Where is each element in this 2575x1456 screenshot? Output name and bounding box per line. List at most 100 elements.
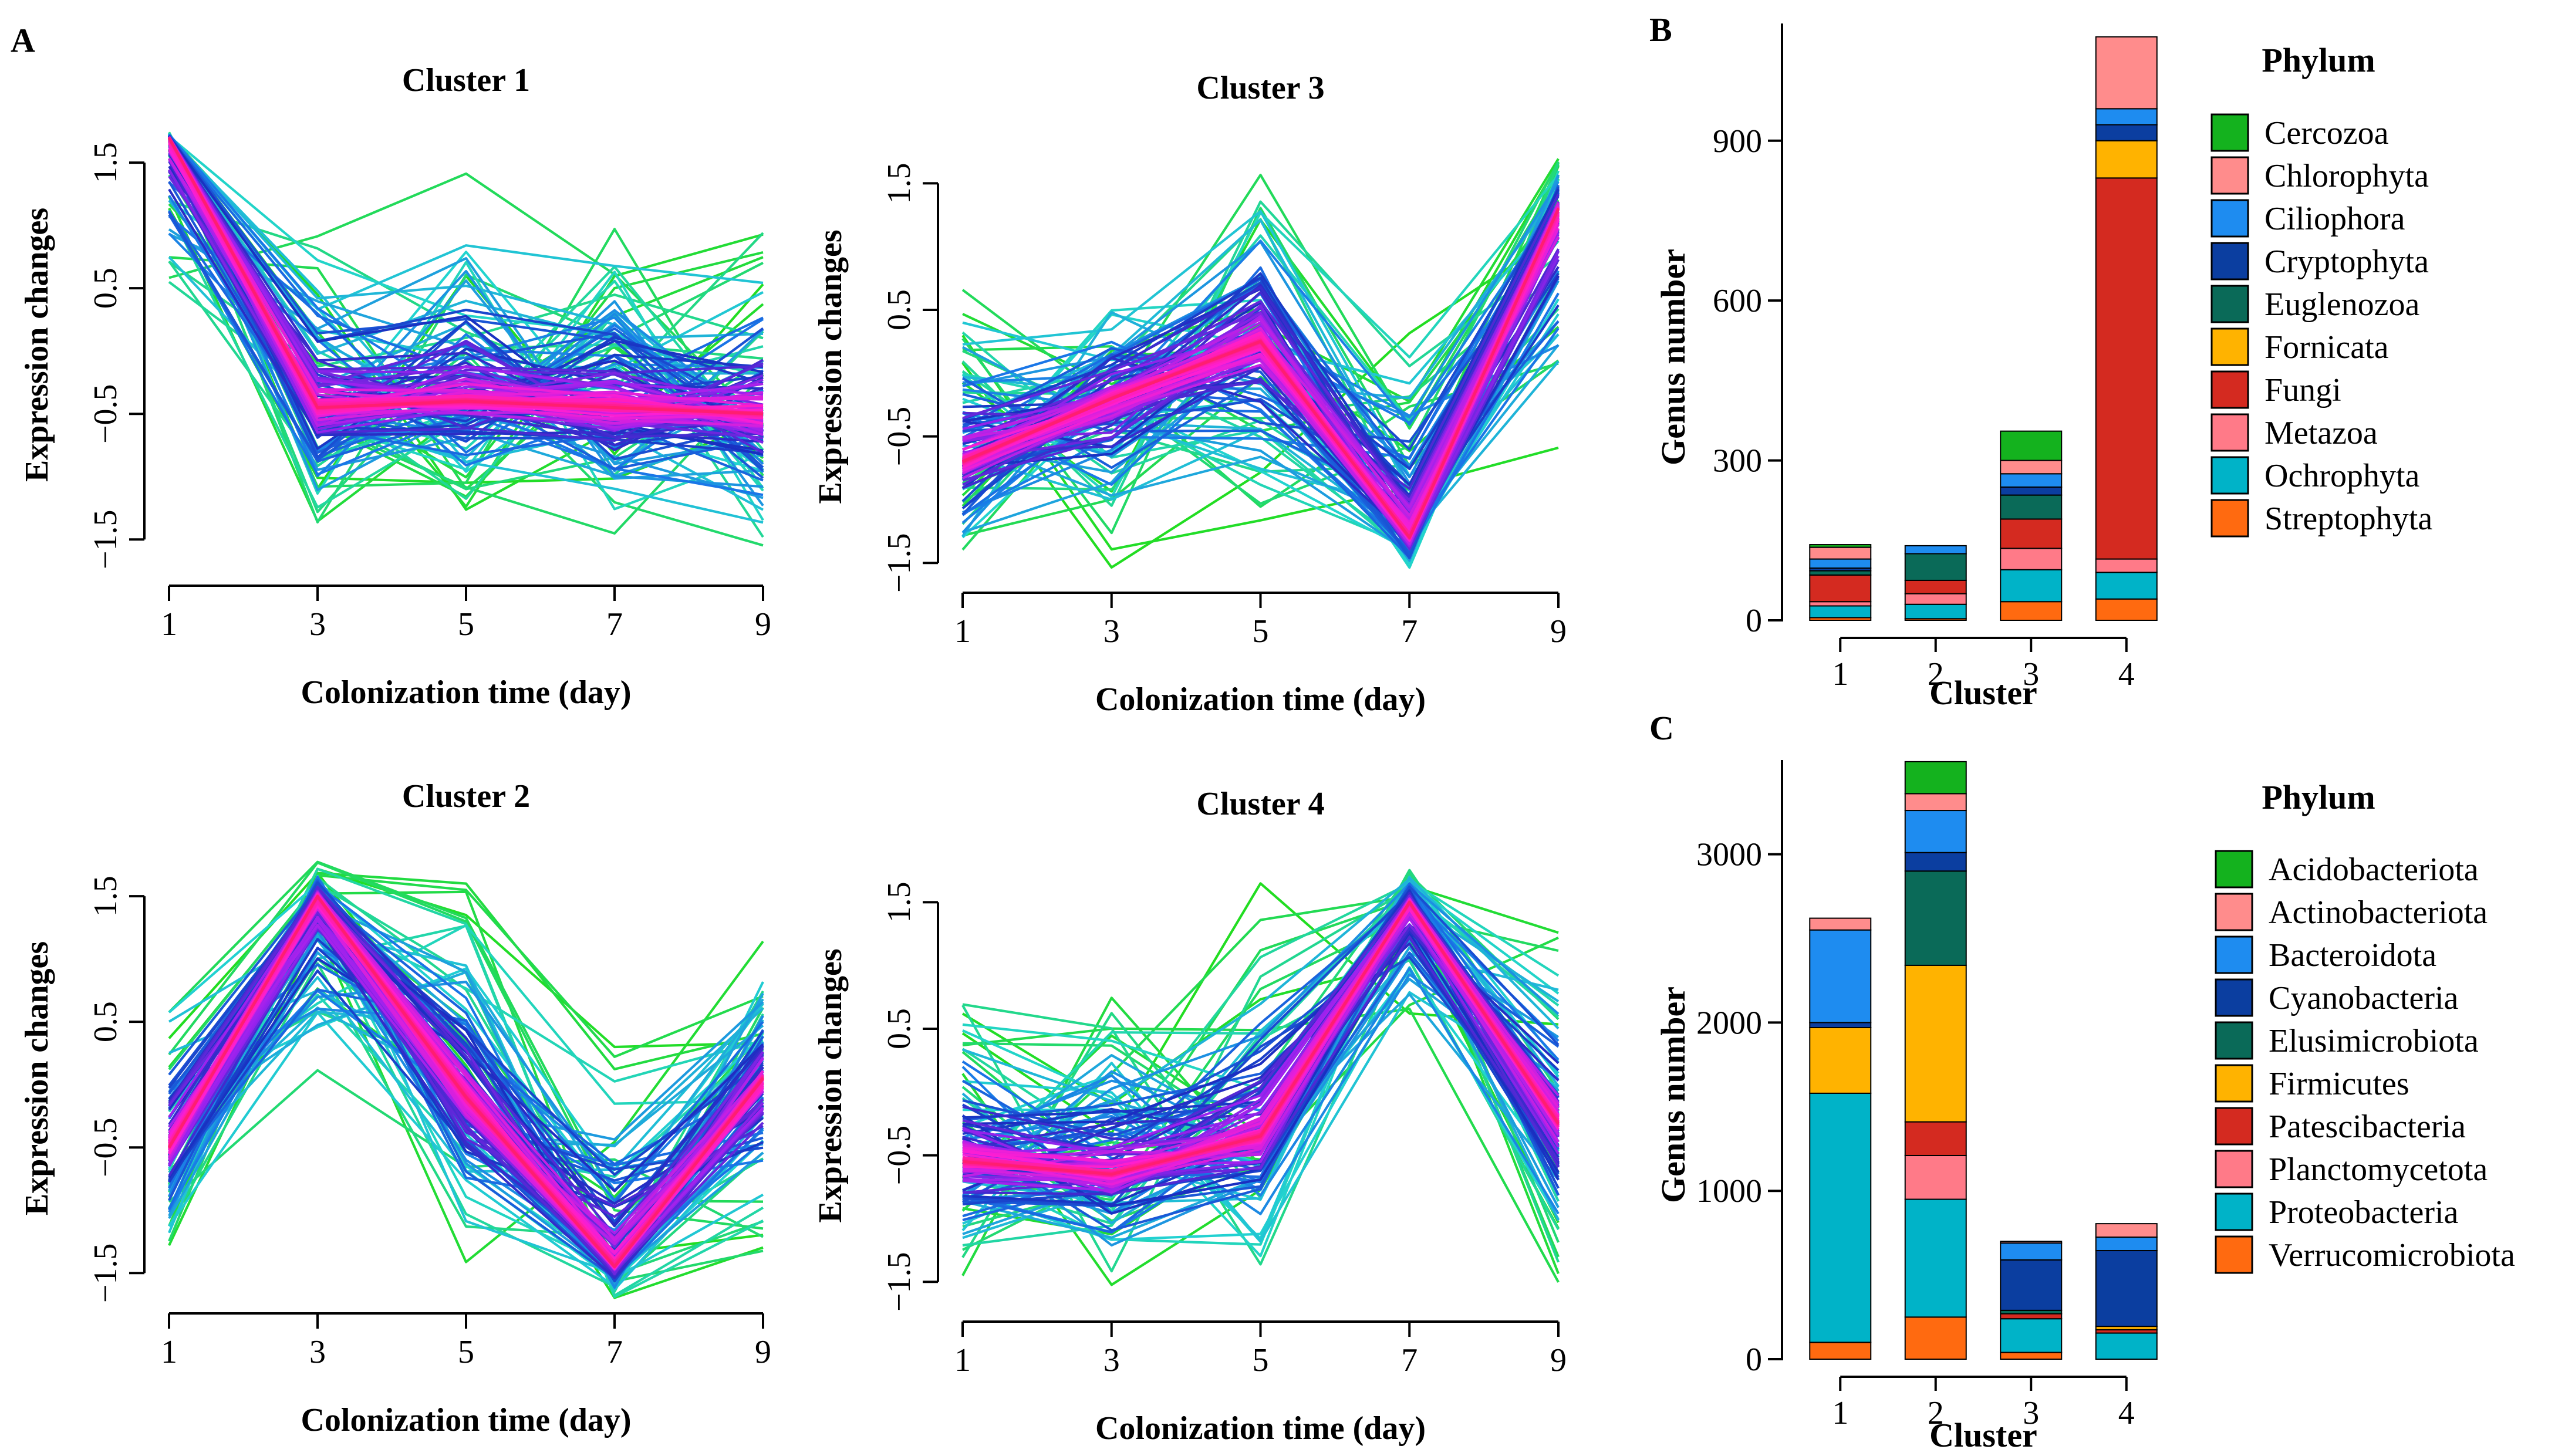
bar-segment [2000,1242,2063,1261]
legend-swatch [2210,199,2249,238]
bar-segment [2000,1241,2063,1244]
legend-label: Fornicata [2264,329,2389,366]
legend-swatch [2215,935,2253,974]
profile-line [962,925,1560,1164]
y-tick-label: 0.5 [881,1008,917,1049]
bar-segment [2095,572,2158,600]
bar-segment [1809,1092,1872,1343]
x-tick-label: 1 [954,613,971,650]
y-axis-title: Expression changes [19,941,55,1215]
x-tick-label: 1 [1832,1395,1848,1431]
bar-segment [1809,605,1872,619]
legend-label: Ochrophyta [2264,458,2420,494]
y-tick-label: −0.5 [881,1126,917,1185]
line-chart-2: 1 3 5 7 9 1.5 0.5 −0.5 −1.5 Cluster 3 Colonization… [812,70,1567,718]
x-tick-label: 3 [2023,656,2039,692]
profile-line [962,901,1560,1175]
legend-label: Euglenozoa [2264,286,2419,323]
chart-title: Cluster 4 [1196,786,1324,822]
stacked-bar-chart-b: 1 2 3 4 0 300 600 900 Cluster Genus number Phylum C… [1654,23,2432,712]
chart-title: Cluster 3 [1196,70,1324,106]
x-tick-label: 2 [1928,1395,1944,1431]
profile-line [962,894,1560,1194]
y-tick-label: 3000 [1696,837,1762,873]
bars [1809,761,2158,1360]
x-tick-label: 7 [606,606,623,643]
bar-segment [2000,548,2063,570]
panel-label-a: A [11,21,35,59]
bar-segment [1809,917,1872,931]
bar-segment [2095,124,2158,141]
bars [1809,36,2158,621]
x-tick-label: 1 [161,606,177,643]
x-tick-label: 5 [1253,613,1269,650]
bar-segment [1904,553,1967,581]
legend-swatch [2215,893,2253,931]
x-axis-title: Colonization time (day) [301,1402,631,1438]
profile-line [168,137,764,415]
legend-label: Patescibacteria [2269,1109,2466,1145]
legend-label: Verrucomicrobiota [2269,1237,2515,1273]
legend-swatch [2210,327,2249,366]
bar-segment [1904,1316,1967,1360]
axes [923,182,1560,608]
bar-segment [1809,574,1872,603]
x-tick-label: 5 [458,1334,474,1370]
x-axis-title: Colonization time (day) [1095,681,1426,718]
profile-line [168,947,764,1211]
profile-line [962,292,1560,552]
legend-title: Phylum [2262,41,2375,79]
profile-line [168,136,764,355]
profile-line [168,924,764,1244]
x-tick-label: 3 [309,606,326,643]
y-tick-label: 1000 [1696,1173,1762,1210]
bar-segment [2095,140,2158,179]
profile-line [962,881,1560,1258]
x-tick-label: 7 [1401,1342,1418,1379]
legend-label: Ciliophora [2264,201,2405,237]
legend-label: Bacteroidota [2269,937,2436,974]
y-tick-label: 0.5 [87,268,124,309]
profile-line [962,208,1560,539]
legend-swatch [2210,456,2249,495]
y-tick-label: 1.5 [87,142,124,183]
x-axis-title: Cluster [1929,1416,2037,1454]
legend-label: Firmicutes [2269,1066,2409,1102]
legend-title: Phylum [2262,778,2375,816]
x-tick-label: 9 [1550,1342,1567,1379]
legend-label: Cyanobacteria [2269,980,2459,1016]
x-axis-title: Colonization time (day) [1095,1410,1426,1447]
bar-segment [1809,1022,1872,1029]
legend-swatch [2210,499,2249,538]
axes [1768,23,2128,652]
bar-segment [2000,1318,2063,1353]
x-tick-label: 1 [161,1334,177,1370]
profile-line [168,895,764,1268]
profile-line [168,136,764,523]
legend-label: Streptophyta [2264,501,2432,537]
chart-title: Cluster 2 [402,778,530,815]
x-tick-label: 9 [755,1334,771,1370]
x-axis-title: Colonization time (day) [301,674,631,711]
y-tick-label: 1.5 [881,881,917,923]
bar-segment [2095,177,2158,560]
y-tick-label: 0.5 [87,1001,124,1042]
axes [923,901,1560,1337]
legend-label: Actinobacteriota [2269,894,2488,931]
expression-profiles [168,131,764,547]
y-tick-label: 1.5 [881,163,917,204]
legend-label: Fungi [2264,372,2341,408]
y-tick-label: −0.5 [87,1117,124,1177]
bar-segment [1809,601,1872,607]
legend-swatch [2215,1150,2253,1188]
bar-segment [2095,1237,2158,1252]
bar-segment [1904,870,1967,966]
bar-segment [2000,460,2063,475]
bar-segment [1809,929,1872,1023]
x-tick-label: 9 [755,606,771,643]
x-tick-label: 7 [1401,613,1418,650]
bar-segment [2000,1352,2063,1360]
y-tick-label: −1.5 [87,1244,124,1303]
legend-swatch [2215,1235,2253,1274]
y-axis-title: Genus number [1654,987,1692,1203]
